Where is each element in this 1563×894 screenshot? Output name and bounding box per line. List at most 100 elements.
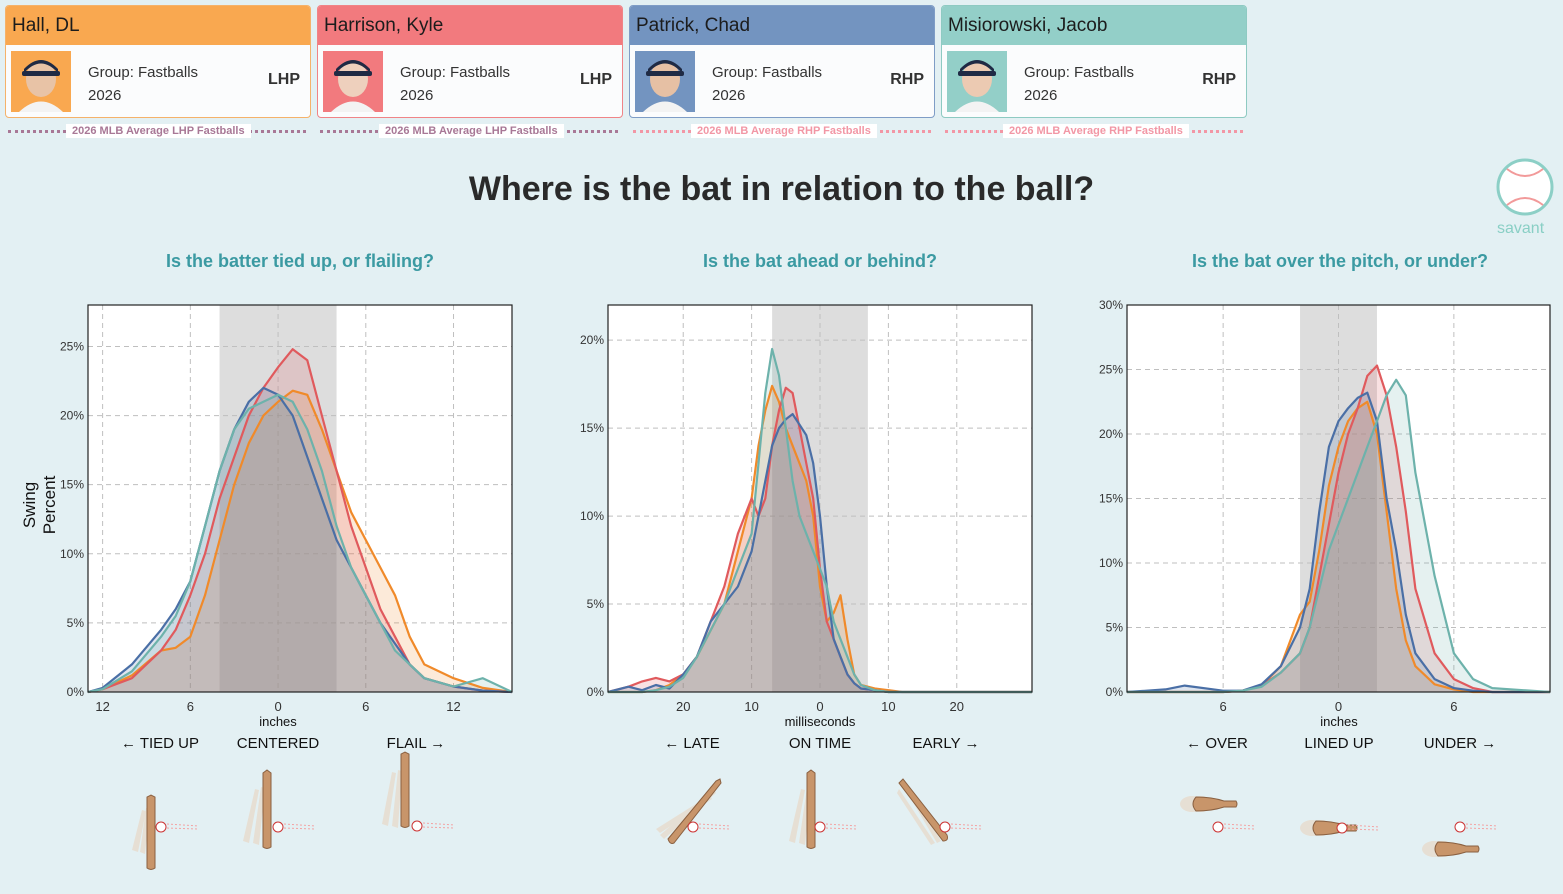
player-group: Group: Fastballs [712,64,823,81]
zone-label: ON TIME [788,735,852,752]
series-area [608,385,1032,692]
series-area [88,349,512,692]
bat-on-time-icon [789,769,858,849]
y-tick-label: 0% [67,685,85,699]
bat-flail-icon [382,751,455,832]
x-axis-unit: inches [1320,714,1358,729]
player-year: 2026 [712,87,746,104]
x-tick-label: 10 [881,699,895,714]
player-name: Patrick, Chad [630,6,934,45]
y-tick-label: 5% [1106,621,1124,635]
bat-late-icon [656,778,731,844]
y-tick-label: 20% [60,409,84,423]
series-area [88,394,512,692]
player-group: Group: Fastballs [1024,64,1135,81]
series-area [1127,401,1550,692]
savant-logo-icon[interactable] [1492,157,1558,217]
y-tick-label: 30% [1099,298,1123,312]
chart-tied-up-flail: 0% 5% 10% 15% 20% 25% 12 6 0 6 12 [60,304,513,714]
y-tick-label: 20% [580,333,604,347]
y-tick-label: 20% [1099,427,1123,441]
series-line [608,347,1032,694]
y-tick-label: 0% [1106,685,1124,699]
bat-early-icon [897,778,983,845]
player-year: 2026 [1024,87,1058,104]
x-tick-label: 10 [744,699,758,714]
plot-frame [607,304,1033,693]
series-area [1127,379,1550,692]
series-area [1127,392,1550,692]
player-photo [947,51,1007,112]
league-average-label: 2026 MLB Average RHP Fastballs [1003,124,1189,138]
x-tick-label: 12 [95,699,109,714]
player-photo [323,51,383,112]
y-axis-label: Swing Percent [20,475,59,535]
y-tick-label: 5% [67,616,85,630]
y-tick-label: 10% [60,547,84,561]
player-year: 2026 [400,87,434,104]
savant-label: savant [1497,220,1545,237]
x-tick-label: 20 [950,699,964,714]
player-group: Group: Fastballs [88,64,199,81]
x-axis-unit: inches [259,714,297,729]
y-tick-label: 15% [1099,492,1123,506]
y-tick-label: 5% [587,597,605,611]
x-tick-label: 0 [274,699,281,714]
player-card-patrick[interactable]: Patrick, Chad Group: Fastballs 2026 RHP [629,5,935,118]
x-tick-label: 6 [1220,699,1227,714]
player-name: Misiorowski, Jacob [942,6,1246,45]
series-line [1127,378,1551,694]
x-tick-label: 0 [816,699,823,714]
player-hand: LHP [580,71,612,88]
player-card-harrison[interactable]: Harrison, Kyle Group: Fastballs 2026 LHP [317,5,623,118]
y-tick-label: 10% [580,509,604,523]
zone-label: LINED UP [1304,735,1374,752]
chart-ahead-behind: 0% 5% 10% 15% 20% 20 10 0 10 20 [580,304,1033,714]
x-tick-label: 12 [446,699,460,714]
zone-label: FLAIL → [386,735,446,752]
series-line [87,389,513,694]
player-year: 2026 [88,87,122,104]
page-title: Where is the bat in relation to the ball… [468,170,1095,208]
player-card-hall[interactable]: Hall, DL Group: Fastballs 2026 LHP [5,5,311,118]
plot-frame [1126,304,1551,693]
y-tick-label: 15% [60,478,84,492]
chart-subtitle: Is the bat ahead or behind? [702,251,938,271]
chart-over-under: 0% 5% 10% 15% 20% 25% 30% 6 0 6 [1099,298,1551,714]
x-axis-unit: milliseconds [784,714,856,729]
chart-subtitle: Is the batter tied up, or flailing? [165,251,434,271]
x-tick-label: 20 [676,699,690,714]
player-card-misiorowski[interactable]: Misiorowski, Jacob Group: Fastballs 2026 … [941,5,1247,118]
series-area [1127,365,1550,692]
zone-label: UNDER → [1423,735,1497,752]
player-photo [11,51,71,112]
zone-label: EARLY → [912,735,980,752]
zone-label: ← TIED UP [120,735,200,752]
bat-tied-up-icon [132,794,199,870]
player-hand: RHP [890,71,924,88]
league-average-label: 2026 MLB Average LHP Fastballs [379,124,564,138]
zone-label: CENTERED [236,735,320,752]
x-tick-label: 6 [362,699,369,714]
league-average-label: 2026 MLB Average LHP Fastballs [66,124,251,138]
series-area [88,387,512,692]
bat-lined-up-icon [1300,820,1380,836]
player-name: Hall, DL [6,6,310,45]
series-line [87,393,513,694]
plot-frame [87,304,513,693]
y-tick-label: 25% [60,339,84,353]
y-tick-label: 15% [580,421,604,435]
zone-label: ← LATE [664,735,720,752]
x-tick-label: 6 [187,699,194,714]
y-tick-label: 25% [1099,363,1123,377]
x-tick-label: 6 [1450,699,1457,714]
league-average-label: 2026 MLB Average RHP Fastballs [691,124,877,138]
bat-under-icon [1422,821,1498,857]
series-area [88,390,512,692]
series-area [608,349,1032,692]
player-name: Harrison, Kyle [318,6,622,45]
player-hand: RHP [1202,71,1236,88]
player-photo [635,51,695,112]
zone-label: ← OVER [1186,735,1248,752]
bat-centered-icon [243,769,316,849]
